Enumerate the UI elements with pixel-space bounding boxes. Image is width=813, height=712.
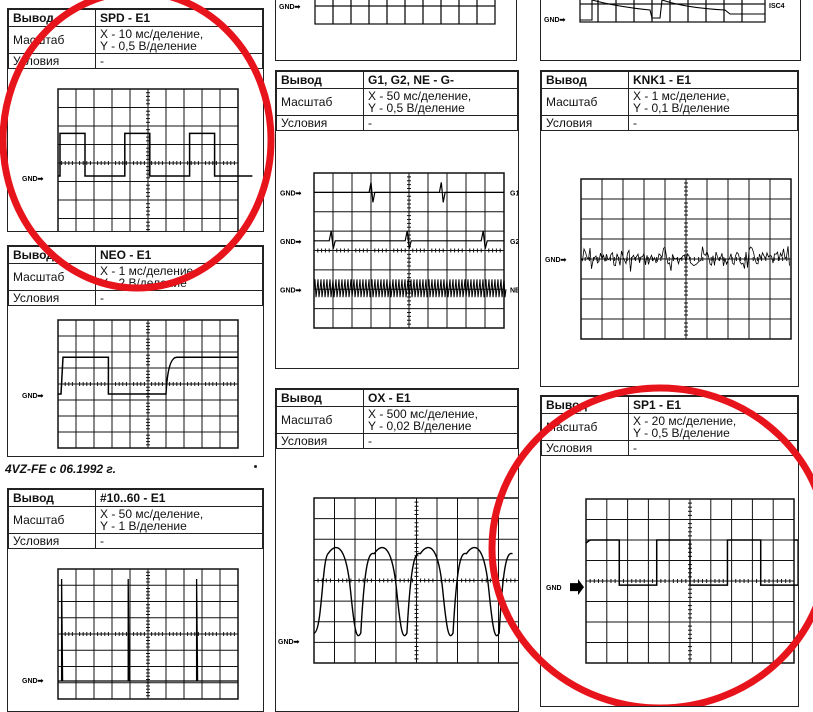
panel-n10: Вывод #10..60 - E1 Масштаб X - 50 мс/делен…	[7, 488, 264, 712]
conditions-label: Условия	[8, 533, 96, 549]
info-table: Вывод KNK1 - E1 Масштаб X - 1 мс/деление, Y…	[541, 71, 798, 131]
oscilloscope-neo: GND➡	[22, 319, 239, 449]
x-scale: X - 500 мс/деление,	[368, 407, 478, 421]
output-label: Вывод	[276, 71, 364, 89]
panel-knk: Вывод KNK1 - E1 Масштаб X - 1 мс/деление, Y…	[540, 70, 799, 387]
output-label: Вывод	[8, 489, 96, 507]
conditions-value: -	[95, 533, 263, 549]
oxygen-sensor-waveform	[313, 547, 513, 637]
conditions-label: Условия	[276, 433, 364, 449]
conditions-label: Условия	[541, 115, 629, 131]
gnd-label: GND➡	[280, 190, 302, 197]
gnd-label: GND➡	[544, 17, 566, 24]
grid-partial	[314, 0, 496, 25]
panel-sp1: Вывод SP1 - E1 Масштаб X - 20 мс/деление, Y…	[540, 395, 799, 707]
x-scale: X - 1 мс/деление,	[633, 89, 730, 103]
x-scale: X - 50 мс/деление,	[100, 507, 204, 521]
knock-waveform	[580, 246, 790, 272]
oscilloscope-n10: GND➡	[22, 568, 239, 700]
neo-waveform	[58, 356, 238, 395]
channel-label-1: G2	[510, 239, 518, 246]
gnd-label: GND➡	[22, 393, 44, 400]
oscilloscope-top-middle: GND➡	[279, 0, 496, 25]
injector-waveform	[58, 578, 238, 682]
gnd-label: GND➡	[280, 287, 302, 294]
y-scale: Y - 1 В/деление	[100, 519, 187, 533]
section-note: 4VZ-FE с 06.1992 г.	[5, 462, 116, 476]
spd-waveform	[58, 132, 253, 177]
oscilloscope-g1: GND➡ G1 GND➡ G2 GND➡ NE	[280, 172, 518, 329]
conditions-value: -	[363, 115, 518, 131]
oscilloscope-top-right: GND➡ ISC4	[544, 0, 785, 24]
g1-waveform	[314, 182, 504, 203]
gnd-label: GND➡	[280, 239, 302, 246]
speck	[254, 465, 257, 468]
info-table: Вывод OX - E1 Масштаб X - 500 мс/деление, Y…	[276, 389, 518, 449]
channel-label-0: G1	[510, 190, 518, 197]
info-table: Вывод G1, G2, NE - G- Масштаб X - 50 мс/де…	[276, 71, 518, 131]
g2-waveform	[314, 230, 504, 249]
channel-label-2: NE	[510, 287, 518, 294]
pin-name: KNK1 - E1	[628, 71, 798, 89]
gnd-label: GND	[546, 585, 562, 592]
scale-label: Масштаб	[541, 88, 629, 116]
panel-neo: Вывод NEO - E1 Масштаб X - 1 мс/деление, Y …	[7, 245, 264, 457]
oscilloscope-sp1: GND	[546, 498, 798, 664]
gnd-label: GND➡	[22, 176, 44, 183]
panel-spd: Вывод SPD - E1 Масштаб X - 10 мс/деление, Y…	[7, 8, 264, 232]
panel-g1: Вывод G1, G2, NE - G- Масштаб X - 50 мс/де…	[275, 70, 519, 369]
y-scale: Y - 0,5 В/деление	[368, 101, 465, 115]
gnd-arrow-icon	[570, 579, 584, 596]
scale-label: Масштаб	[276, 406, 364, 434]
x-scale: X - 50 мс/деление,	[368, 89, 472, 103]
isc4-label: ISC4	[769, 3, 785, 10]
sp1-waveform	[585, 539, 798, 586]
gnd-label: GND➡	[279, 4, 301, 11]
isc4-waveform	[580, 0, 765, 21]
info-table: Вывод #10..60 - E1 Масштаб X - 50 мс/делен…	[8, 489, 263, 549]
oscilloscope-ox: GND➡	[278, 497, 518, 664]
oscilloscope-spd: GND➡	[22, 88, 253, 231]
oscilloscope-knk: GND➡	[545, 178, 792, 340]
ne-waveform	[313, 279, 507, 298]
y-scale: Y - 0,1 В/деление	[633, 101, 730, 115]
gnd-label: GND➡	[278, 639, 300, 646]
y-scale: Y - 0,02 В/деление	[368, 419, 472, 433]
gnd-label: GND➡	[545, 257, 567, 264]
panel-ox: Вывод OX - E1 Масштаб X - 500 мс/деление, Y…	[275, 388, 519, 712]
conditions-value: -	[628, 115, 798, 131]
gnd-label: GND➡	[22, 678, 44, 685]
